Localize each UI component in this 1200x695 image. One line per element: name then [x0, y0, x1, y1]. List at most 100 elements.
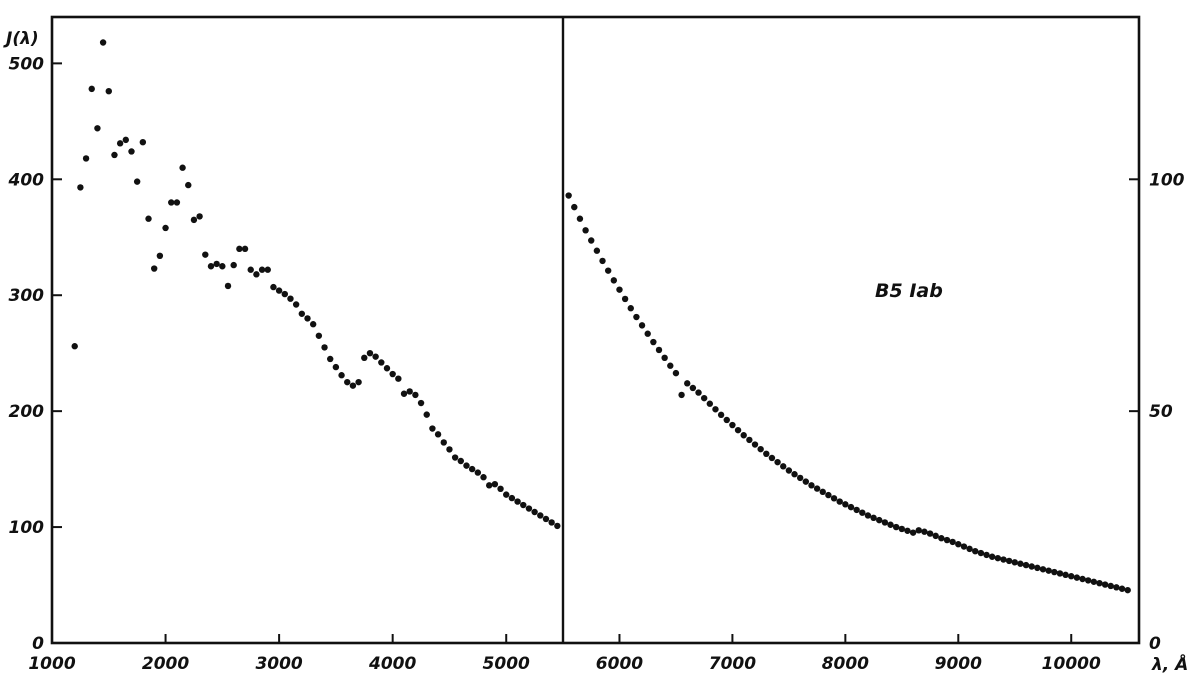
data-point	[723, 416, 730, 424]
data-point	[638, 322, 646, 329]
data-point	[796, 474, 804, 482]
data-point	[1039, 566, 1047, 573]
data-point	[179, 164, 186, 171]
data-point	[909, 529, 917, 536]
data-point	[406, 388, 413, 395]
data-point	[955, 541, 962, 548]
y-tick-label: 400	[8, 170, 45, 190]
data-point	[1079, 575, 1086, 583]
data-point	[213, 260, 220, 268]
data-point	[938, 535, 945, 542]
data-point	[128, 148, 135, 155]
y-tick-label: 0	[1149, 634, 1161, 654]
data-point	[241, 245, 249, 253]
data-point	[378, 359, 385, 366]
data-point	[1028, 563, 1035, 570]
data-point	[520, 501, 527, 509]
data-point	[966, 545, 973, 553]
data-point	[717, 411, 725, 419]
y-axis-title: J(λ)	[3, 29, 39, 49]
data-point	[122, 136, 130, 144]
data-point	[1045, 567, 1052, 574]
data-point	[1118, 585, 1126, 592]
data-point	[768, 454, 776, 462]
data-point	[531, 508, 538, 516]
data-point	[695, 389, 702, 396]
y-tick-label: 300	[9, 286, 45, 306]
data-point	[780, 463, 787, 470]
data-point	[230, 261, 237, 269]
data-point	[881, 519, 889, 526]
chart-annotation: B5 Iab	[875, 280, 943, 302]
x-tick-label: 10000	[1042, 654, 1101, 674]
data-point	[740, 432, 747, 439]
x-tick-label: 5000	[483, 654, 530, 674]
data-point	[173, 199, 181, 206]
data-point	[791, 471, 798, 478]
data-point	[190, 216, 198, 224]
data-point	[926, 530, 934, 537]
data-point	[599, 257, 606, 265]
data-point	[706, 400, 714, 407]
y-tick-label: 50	[1149, 402, 1173, 422]
data-point	[977, 549, 985, 557]
data-point	[672, 369, 680, 377]
data-point	[468, 465, 476, 473]
x-tick-label: 3000	[255, 654, 302, 674]
data-point	[1073, 574, 1081, 581]
data-point	[236, 245, 243, 253]
y-tick-label: 100	[9, 518, 45, 538]
data-point	[332, 363, 340, 371]
data-point	[71, 343, 78, 350]
data-point	[542, 515, 550, 523]
data-point	[281, 290, 288, 298]
data-point	[915, 527, 922, 534]
data-point	[400, 390, 408, 397]
data-point	[1056, 570, 1064, 577]
data-point	[99, 39, 107, 46]
x-tick-label: 9000	[935, 654, 982, 674]
x-tick-label: 7000	[709, 654, 756, 674]
data-point	[298, 310, 306, 317]
data-point	[751, 441, 759, 448]
data-point	[168, 199, 175, 206]
data-point	[463, 462, 470, 469]
data-point	[417, 399, 425, 407]
data-point	[219, 263, 226, 270]
data-point	[650, 338, 657, 346]
data-point	[156, 252, 164, 260]
data-point	[582, 227, 589, 234]
data-point	[264, 266, 271, 273]
data-point	[972, 547, 979, 555]
data-point	[667, 362, 674, 369]
data-point	[321, 344, 328, 351]
x-tick-label: 4000	[368, 654, 416, 674]
data-point	[616, 286, 623, 293]
data-point	[202, 251, 209, 258]
data-point	[440, 439, 447, 446]
data-point	[700, 394, 708, 402]
data-point	[1005, 557, 1013, 565]
data-point	[537, 512, 544, 519]
data-point	[1011, 559, 1018, 566]
data-point	[503, 491, 510, 498]
data-point	[785, 467, 793, 474]
data-point	[678, 391, 685, 399]
data-point	[571, 203, 578, 211]
data-point	[1107, 582, 1114, 590]
data-point	[344, 378, 351, 386]
data-point	[921, 528, 928, 535]
data-point	[389, 370, 396, 378]
data-point	[763, 450, 770, 458]
data-point	[565, 192, 572, 199]
data-point	[994, 554, 1002, 562]
data-point	[892, 523, 900, 531]
data-point	[802, 478, 810, 485]
data-point	[349, 382, 357, 389]
data-point	[661, 354, 668, 362]
y-tick-label: 100	[1149, 170, 1185, 190]
data-point	[434, 431, 442, 438]
data-point	[1051, 568, 1058, 576]
data-point	[185, 181, 192, 189]
